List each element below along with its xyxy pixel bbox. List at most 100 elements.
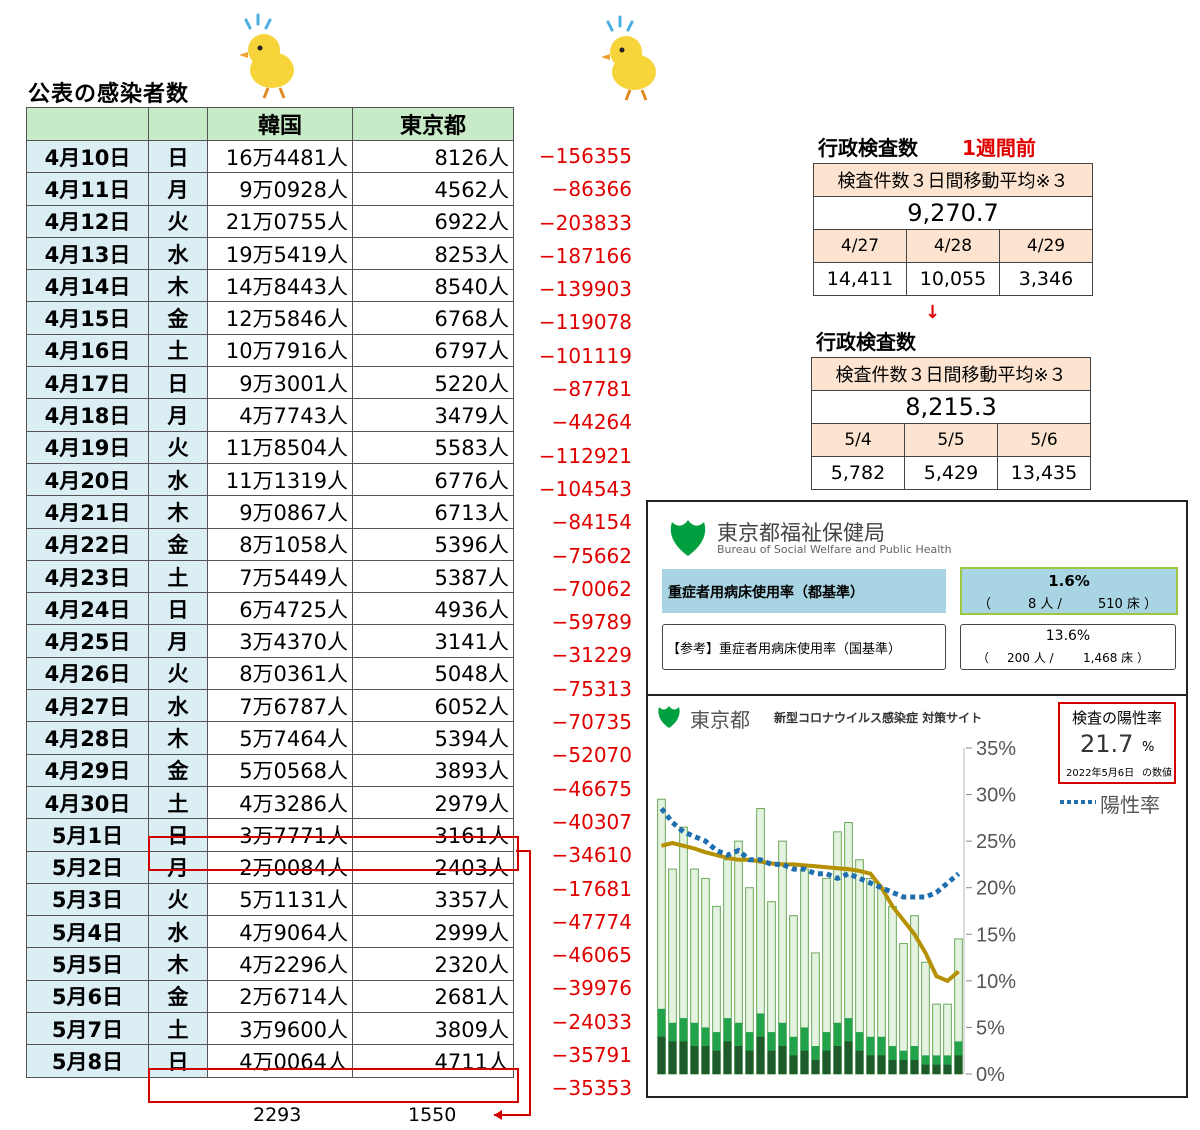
difference-value: −52070 [551, 743, 632, 768]
kensa-day: 5/6 [997, 423, 1091, 457]
date-cell: 4月28日 [26, 721, 149, 755]
bar-low [745, 1050, 754, 1074]
table-row: 4月13日水 19万5419人 8253人 [26, 236, 514, 271]
korea-cell: 4万3286人 [207, 785, 353, 820]
difference-value: −59789 [551, 610, 632, 635]
bar-low [888, 1060, 897, 1074]
difference-value: −112921 [538, 443, 632, 468]
connector-arrow [494, 850, 531, 1120]
difference-value: −39976 [551, 976, 632, 1001]
difference-value: −70062 [551, 576, 632, 601]
difference-value: −34610 [551, 843, 632, 868]
table-row: 5月4日水 4万9064人 2999人 [26, 915, 514, 949]
ref-beds: 1,468 床 ） [1083, 651, 1149, 665]
y-tick-label: 25% [976, 831, 1016, 853]
korea-cell: 9万0867人 [207, 495, 353, 529]
weekday-cell: 金 [148, 753, 208, 787]
kensa-value: 3,346 [999, 262, 1093, 296]
tokyo-cell: 6922人 [352, 204, 514, 238]
header-blank [26, 107, 149, 141]
bar-low [899, 1060, 908, 1074]
average-line [661, 840, 960, 984]
date-cell: 4月19日 [26, 430, 149, 464]
korea-cell: 19万5419人 [207, 236, 353, 271]
korea-cell: 2万0084人 [207, 850, 353, 884]
weekday-cell: 木 [148, 495, 208, 529]
difference-value: −44264 [551, 410, 632, 435]
tokyo-cell: 8540人 [352, 269, 514, 303]
tokyo-cell: 5387人 [352, 559, 514, 594]
difference-value: −31229 [551, 643, 632, 668]
ref-paren: （ [977, 651, 990, 665]
legend-label: 陽性率 [1100, 793, 1160, 817]
y-tick-label: 30% [976, 785, 1016, 807]
date-cell: 4月18日 [26, 398, 149, 432]
kensa-average: 9,270.7 [813, 196, 1093, 230]
table-row: 4月27日水 7万6787人 6052人 [26, 689, 514, 723]
difference-column: −156355 −86366 −203833 −187166 −139903 −11907… [520, 140, 632, 1106]
kensa-title-prev: 行政検査数 [818, 136, 918, 160]
date-cell: 4月22日 [26, 527, 149, 561]
y-tick-label: 0% [976, 1064, 1005, 1086]
date-cell: 4月11日 [26, 172, 149, 206]
date-cell: 4月17日 [26, 366, 149, 400]
korea-cell: 7万5449人 [207, 559, 353, 594]
weekday-cell: 木 [148, 269, 208, 303]
korea-cell: 11万8504人 [207, 430, 353, 464]
table-row: 4月10日日 16万4481人 8126人 [26, 139, 514, 174]
ref-rate: 13.6% [1045, 628, 1091, 644]
korea-cell: 5万7464人 [207, 721, 353, 755]
tokyo-cell: 4562人 [352, 172, 514, 206]
bar-low [701, 1046, 710, 1074]
kensa-day: 4/27 [813, 229, 907, 263]
tokyo-cell: 2320人 [352, 947, 514, 981]
bar-low [932, 1064, 941, 1074]
table-row: 5月5日木 4万2296人 2320人 [26, 947, 514, 981]
tokyo-cell: 6768人 [352, 301, 514, 335]
bar-low [833, 1046, 842, 1074]
weekday-cell: 日 [148, 1044, 208, 1078]
weekday-cell: 火 [148, 430, 208, 464]
tokyo-cell: 6776人 [352, 462, 514, 497]
tokyo-cell: 2681人 [352, 979, 514, 1014]
bar-low [690, 1046, 699, 1074]
bar-low [756, 1036, 765, 1074]
tokyo-cell: 3479人 [352, 398, 514, 432]
weekday-cell: 月 [148, 850, 208, 884]
difference-value: −75313 [551, 676, 632, 701]
weekday-cell: 木 [148, 947, 208, 981]
difference-value: −46675 [551, 776, 632, 801]
positivity-date: 2022年5月6日 [1066, 768, 1135, 779]
bottom-korea-number: 2293 [253, 1104, 302, 1126]
kensa-day: 4/29 [999, 229, 1093, 263]
positivity-date-suffix: の数値 [1142, 768, 1172, 779]
table-row: 4月11日月 9万0928人 4562人 [26, 172, 514, 206]
site-name: 新型コロナウイルス感染症 対策サイト [774, 711, 983, 725]
tokyo-site-logo-icon [658, 706, 680, 728]
site-logo-text: 東京都 [690, 708, 750, 732]
legend-dotted-line-icon [1060, 800, 1096, 804]
highlight-may1-box [148, 836, 519, 871]
korea-cell: 6万4725人 [207, 592, 353, 626]
kensa-subtitle-prev: 1週間前 [962, 136, 1036, 160]
date-cell: 4月27日 [26, 689, 149, 723]
weekday-cell: 月 [148, 172, 208, 206]
kensa-value: 14,411 [813, 262, 907, 296]
kensa-value: 5,429 [904, 456, 998, 490]
table-row: 5月2日月 2万0084人 2403人 [26, 850, 514, 884]
difference-value: −35791 [551, 1043, 632, 1068]
date-cell: 4月21日 [26, 495, 149, 529]
header-tokyo: 東京都 [352, 107, 514, 141]
weekday-cell: 土 [148, 1012, 208, 1046]
weekday-cell: 水 [148, 915, 208, 949]
header-blank [148, 107, 208, 141]
difference-value: −35353 [551, 1076, 632, 1101]
tokyo-cell: 5048人 [352, 656, 514, 691]
korea-cell: 16万4481人 [207, 139, 353, 174]
weekday-cell: 日 [148, 366, 208, 400]
date-cell: 4月14日 [26, 269, 149, 303]
ref-label-box: 【参考】重症者用病床使用率（国基準） [662, 624, 946, 670]
table-row: 4月12日火 21万0755人 6922人 [26, 204, 514, 238]
table-row: 4月15日金 12万5846人 6768人 [26, 301, 514, 335]
korea-cell: 2万6714人 [207, 979, 353, 1014]
